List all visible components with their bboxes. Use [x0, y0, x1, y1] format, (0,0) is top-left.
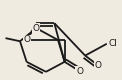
Text: O: O: [24, 36, 31, 44]
Text: O: O: [33, 24, 40, 33]
Text: O: O: [95, 61, 102, 70]
Text: O: O: [76, 67, 83, 76]
Text: Cl: Cl: [108, 39, 117, 48]
